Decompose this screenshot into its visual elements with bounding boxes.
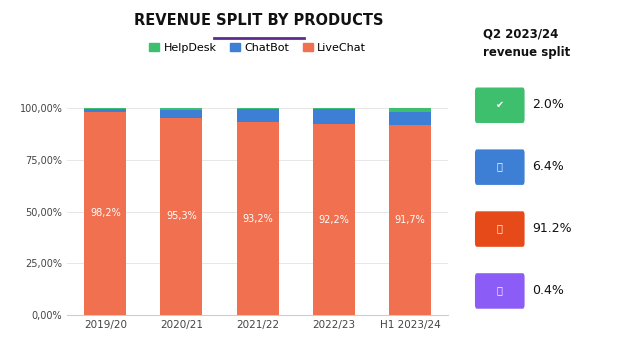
Text: 91.2%: 91.2%: [532, 222, 572, 235]
Text: 93,2%: 93,2%: [242, 214, 273, 224]
Text: 95,3%: 95,3%: [166, 211, 197, 222]
Text: ✔: ✔: [496, 100, 504, 109]
Bar: [237, 108, 278, 109]
Text: 98,2%: 98,2%: [90, 209, 121, 218]
Bar: [237, 122, 278, 315]
Bar: [389, 125, 431, 315]
Text: 91,7%: 91,7%: [394, 215, 426, 225]
Text: ⯁: ⯁: [497, 285, 502, 295]
Bar: [161, 110, 202, 118]
Text: Q2 2023/24
revenue split: Q2 2023/24 revenue split: [483, 28, 571, 59]
Text: ⯋: ⯋: [497, 223, 502, 233]
Text: ⯋: ⯋: [497, 161, 502, 171]
Legend: HelpDesk, ChatBot, LiveChat: HelpDesk, ChatBot, LiveChat: [145, 38, 371, 57]
Bar: [389, 108, 431, 112]
Bar: [161, 118, 202, 315]
FancyBboxPatch shape: [475, 150, 525, 185]
FancyBboxPatch shape: [475, 273, 525, 309]
Text: 92,2%: 92,2%: [318, 215, 349, 224]
Bar: [389, 112, 431, 125]
Text: 2.0%: 2.0%: [532, 98, 564, 111]
FancyBboxPatch shape: [475, 88, 525, 123]
Bar: [84, 108, 126, 109]
Bar: [313, 108, 355, 109]
Text: 6.4%: 6.4%: [532, 160, 564, 173]
Bar: [237, 109, 278, 122]
Bar: [161, 108, 202, 110]
FancyBboxPatch shape: [475, 211, 525, 247]
Text: REVENUE SPLIT BY PRODUCTS: REVENUE SPLIT BY PRODUCTS: [134, 13, 384, 28]
Text: 0.4%: 0.4%: [532, 284, 564, 296]
Bar: [313, 109, 355, 124]
Bar: [84, 109, 126, 112]
Bar: [84, 112, 126, 315]
Bar: [313, 124, 355, 315]
